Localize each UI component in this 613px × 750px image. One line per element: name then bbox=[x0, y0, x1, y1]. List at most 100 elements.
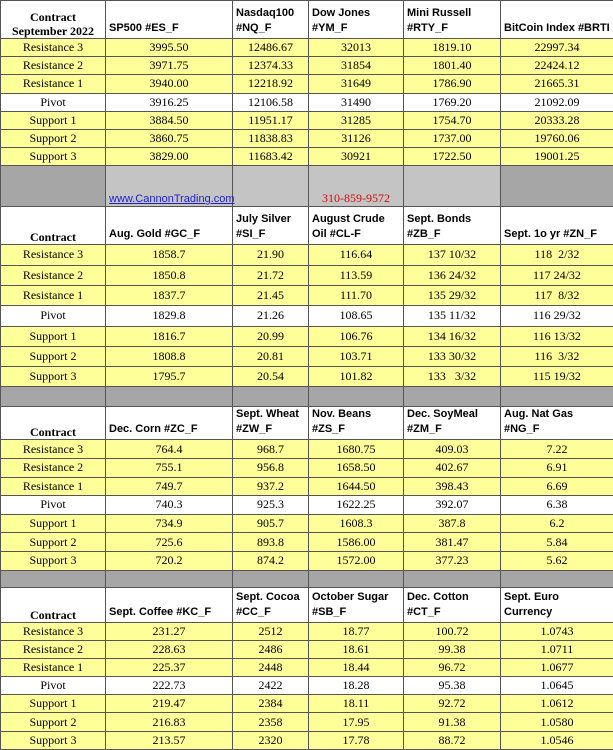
level-value: 402.67 bbox=[403, 457, 501, 478]
level-value: 91.38 bbox=[403, 712, 501, 732]
level-value: 1769.20 bbox=[403, 92, 501, 112]
row-label: Support 3 bbox=[0, 147, 106, 167]
row-label: Resistance 1 bbox=[0, 284, 106, 307]
level-value: 1850.8 bbox=[105, 264, 233, 286]
level-value: 1858.7 bbox=[105, 244, 233, 266]
level-value: 21.72 bbox=[232, 264, 309, 286]
row-label: Resistance 2 bbox=[0, 639, 106, 659]
level-value: 108.65 bbox=[308, 305, 404, 327]
separator-cell bbox=[0, 165, 106, 208]
separator-cell: 310-859-9572 bbox=[308, 165, 404, 208]
separator-row bbox=[0, 569, 613, 588]
level-value: 764.4 bbox=[105, 439, 233, 459]
level-value: 12106.58 bbox=[232, 92, 309, 112]
separator-cell: www.CannonTrading.com bbox=[105, 165, 235, 208]
level-value: 6.2 bbox=[500, 513, 613, 534]
level-row: Resistance 1 1837.7 21.45 111.70 135 29/32 11… bbox=[0, 284, 613, 307]
separator-cell bbox=[0, 386, 106, 408]
level-value: 755.1 bbox=[105, 457, 233, 478]
level-value: 1572.00 bbox=[308, 550, 404, 571]
level-value: 956.8 bbox=[232, 457, 309, 478]
header-row: Contract September 2022 SP500 #ES_F Nasdaq1… bbox=[0, 0, 613, 39]
row-label: Support 2 bbox=[0, 345, 106, 368]
level-value: 136 24/32 bbox=[403, 264, 501, 286]
level-row: Support 1 219.47 2384 18.11 92.72 1.0612 bbox=[0, 694, 613, 714]
row-label: Resistance 3 bbox=[0, 244, 106, 266]
separator-row: www.CannonTrading.com 310-859-9572 bbox=[0, 165, 613, 208]
level-value: 1680.75 bbox=[308, 439, 404, 459]
level-value: 734.9 bbox=[105, 513, 233, 534]
level-row: Resistance 3 3995.50 12486.67 32013 1819.10 2… bbox=[0, 37, 613, 58]
level-value: 1819.10 bbox=[403, 37, 501, 58]
level-value: 1801.40 bbox=[403, 56, 501, 76]
column-header: Mini Russell #RTY_F bbox=[403, 0, 501, 39]
level-value: 222.73 bbox=[105, 676, 233, 696]
separator-cell bbox=[500, 569, 613, 588]
level-value: 216.83 bbox=[105, 712, 233, 732]
level-value: 115 19/32 bbox=[500, 366, 613, 388]
level-value: 116 29/32 bbox=[500, 305, 613, 327]
column-header: Aug. Gold #GC_F bbox=[105, 206, 233, 246]
header-row: Contract Dec. Corn #ZC_F Sept. Wheat #ZW_F… bbox=[0, 406, 613, 441]
phone-number: 310-859-9572 bbox=[322, 191, 390, 206]
level-value: 11683.42 bbox=[232, 147, 309, 167]
website-link[interactable]: www.CannonTrading.com bbox=[109, 193, 235, 206]
level-value: 2448 bbox=[232, 657, 309, 678]
separator-cell bbox=[308, 386, 404, 408]
level-value: 749.7 bbox=[105, 476, 233, 497]
separator-cell bbox=[232, 569, 309, 588]
level-row: Resistance 2 228.63 2486 18.61 99.38 1.0711 bbox=[0, 639, 613, 659]
separator-cell bbox=[403, 569, 501, 588]
column-header: Sept. Euro Currency bbox=[500, 586, 613, 623]
level-row: Pivot 3916.25 12106.58 31490 1769.20 21092.09 bbox=[0, 92, 613, 112]
header-row: Contract Aug. Gold #GC_F July Silver #SI_F… bbox=[0, 206, 613, 246]
level-value: 88.72 bbox=[403, 730, 501, 750]
level-value: 1.0546 bbox=[500, 730, 613, 750]
column-header: August Crude Oil #CL-F bbox=[308, 206, 404, 246]
column-header: October Sugar #SB_F bbox=[308, 586, 404, 623]
level-value: 17.95 bbox=[308, 712, 404, 732]
level-value: 20333.28 bbox=[500, 110, 613, 130]
row-label: Support 2 bbox=[0, 712, 106, 732]
level-value: 5.62 bbox=[500, 550, 613, 571]
separator-cell bbox=[308, 569, 404, 588]
level-value: 3829.00 bbox=[105, 147, 233, 167]
level-value: 12486.67 bbox=[232, 37, 309, 58]
contract-label: Contract bbox=[30, 425, 76, 440]
level-value: 5.84 bbox=[500, 532, 613, 552]
level-row: Support 1 734.9 905.7 1608.3 387.8 6.2 bbox=[0, 513, 613, 534]
level-value: 100.72 bbox=[403, 621, 501, 641]
level-value: 3916.25 bbox=[105, 92, 233, 112]
contract-header: Contract bbox=[0, 206, 106, 246]
level-value: 21.90 bbox=[232, 244, 309, 266]
row-label: Resistance 1 bbox=[0, 74, 106, 94]
separator-cell bbox=[232, 386, 309, 408]
contract-label: Contract bbox=[30, 607, 76, 622]
level-value: 1786.90 bbox=[403, 74, 501, 94]
level-value: 968.7 bbox=[232, 439, 309, 459]
level-value: 219.47 bbox=[105, 694, 233, 714]
level-value: 103.71 bbox=[308, 345, 404, 368]
level-value: 3971.75 bbox=[105, 56, 233, 76]
level-value: 134 16/32 bbox=[403, 325, 501, 347]
level-row: Support 3 213.57 2320 17.78 88.72 1.0546 bbox=[0, 730, 613, 750]
row-label: Support 3 bbox=[0, 730, 106, 750]
level-value: 1722.50 bbox=[403, 147, 501, 167]
separator-cell bbox=[105, 569, 233, 588]
row-label: Support 1 bbox=[0, 110, 106, 130]
level-value: 392.07 bbox=[403, 495, 501, 515]
contract-header: Contract bbox=[0, 586, 106, 623]
level-value: 387.8 bbox=[403, 513, 501, 534]
level-row: Support 3 720.2 874.2 1572.00 377.23 5.62 bbox=[0, 550, 613, 571]
level-value: 11838.83 bbox=[232, 128, 309, 149]
level-row: Resistance 2 755.1 956.8 1658.50 402.67 6.91 bbox=[0, 457, 613, 478]
level-value: 99.38 bbox=[403, 639, 501, 659]
header-row: Contract Sept. Coffee #KC_F Sept. Cocoa #C… bbox=[0, 586, 613, 623]
level-value: 905.7 bbox=[232, 513, 309, 534]
level-value: 740.3 bbox=[105, 495, 233, 515]
contract-label: Contract bbox=[30, 230, 76, 245]
separator-row bbox=[0, 386, 613, 408]
level-value: 113.59 bbox=[308, 264, 404, 286]
row-label: Support 3 bbox=[0, 550, 106, 571]
level-value: 1837.7 bbox=[105, 284, 233, 307]
